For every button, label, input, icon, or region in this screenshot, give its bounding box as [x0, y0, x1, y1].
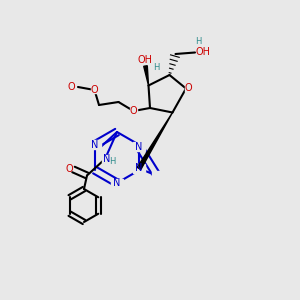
Bar	[133, 142, 145, 151]
Bar	[185, 85, 192, 92]
Text: O: O	[184, 83, 192, 94]
Text: OH: OH	[195, 47, 210, 58]
Text: O: O	[130, 106, 137, 116]
Polygon shape	[137, 112, 172, 170]
Text: O: O	[68, 82, 75, 92]
Polygon shape	[144, 66, 148, 86]
Text: OH: OH	[137, 55, 152, 65]
Text: N: N	[135, 142, 143, 152]
Text: N: N	[135, 164, 143, 173]
Text: H: H	[153, 63, 159, 72]
Bar	[91, 87, 98, 93]
Bar	[89, 140, 101, 149]
Bar	[133, 164, 145, 173]
Bar	[152, 171, 163, 180]
Text: H: H	[109, 158, 116, 166]
Text: O: O	[91, 85, 98, 95]
Text: H: H	[195, 38, 201, 46]
Bar	[130, 108, 137, 114]
Text: N: N	[113, 178, 121, 188]
Text: O: O	[65, 164, 73, 175]
Text: N: N	[91, 140, 99, 150]
Bar	[111, 178, 123, 188]
Text: N: N	[103, 154, 110, 164]
Bar	[102, 155, 111, 163]
